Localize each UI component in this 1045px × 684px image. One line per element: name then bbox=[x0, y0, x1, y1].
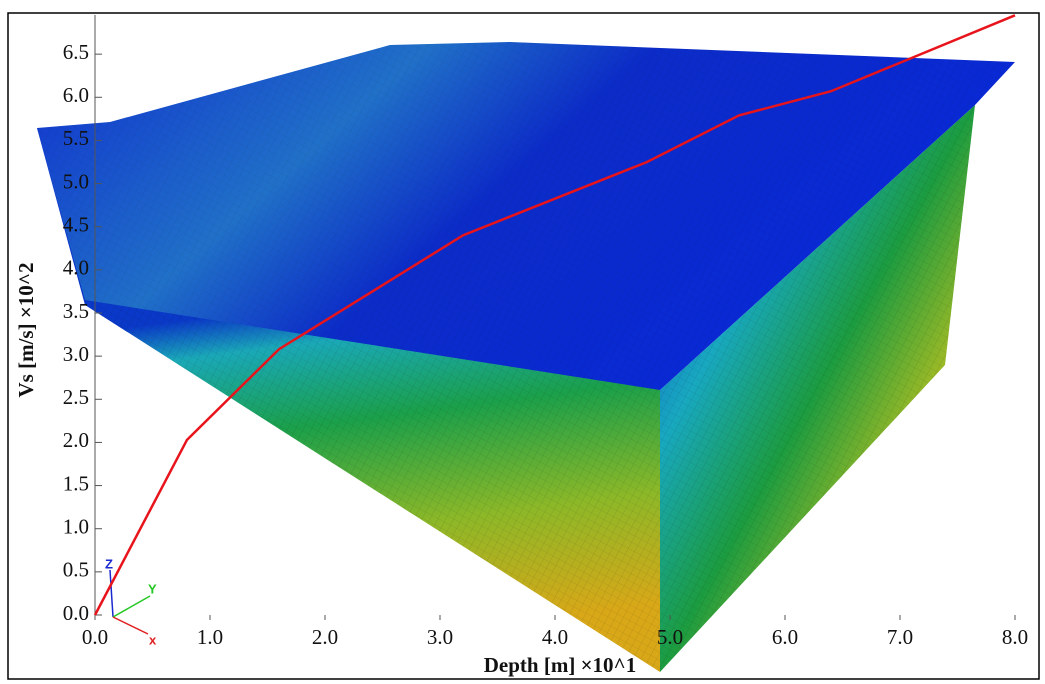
x-tick-label: 5.0 bbox=[657, 625, 683, 649]
x-axis-title: Depth [m] ×10^1 bbox=[484, 653, 637, 677]
mesh-right-lines bbox=[660, 105, 975, 672]
y-tick-label: 3.5 bbox=[63, 299, 89, 323]
triad-x-label: x bbox=[149, 632, 157, 647]
x-tick-label: 0.0 bbox=[82, 625, 108, 649]
y-tick-label: 2.0 bbox=[63, 428, 89, 452]
triad-z bbox=[109, 569, 114, 618]
x-tick-label: 2.0 bbox=[312, 625, 338, 649]
y-tick-label: 6.5 bbox=[63, 40, 89, 64]
y-tick-label: 5.0 bbox=[63, 169, 89, 193]
y-tick-label: 1.0 bbox=[63, 515, 89, 539]
triad-y-label: Y bbox=[148, 581, 157, 596]
y-tick-label: 0.0 bbox=[63, 601, 89, 625]
triad-x bbox=[112, 616, 149, 635]
x-tick-label: 8.0 bbox=[1002, 625, 1028, 649]
vs-profile-line bbox=[93, 14, 1016, 616]
x-tick-label: 4.0 bbox=[542, 625, 568, 649]
y-tick-label: 0.5 bbox=[63, 558, 89, 582]
x-tick-label: 1.0 bbox=[197, 625, 223, 649]
y-tick-label: 2.5 bbox=[63, 385, 89, 409]
triad-z-label: Z bbox=[105, 556, 113, 571]
mesh-volume bbox=[37, 42, 1015, 672]
triad-y bbox=[112, 595, 151, 618]
y-tick-label: 6.0 bbox=[63, 83, 89, 107]
y-tick-label: 5.5 bbox=[63, 126, 89, 150]
y-tick-label: 4.0 bbox=[63, 256, 89, 280]
y-tick-label: 3.0 bbox=[63, 342, 89, 366]
y-axis-title: Vs [m/s] ×10^2 bbox=[14, 263, 38, 398]
y-tick-label: 1.5 bbox=[63, 471, 89, 495]
x-tick-label: 6.0 bbox=[772, 625, 798, 649]
y-tick-label: 4.5 bbox=[63, 213, 89, 237]
x-tick-label: 7.0 bbox=[887, 625, 913, 649]
axis-triad: Z Y x bbox=[105, 556, 157, 647]
mesh-top-lines bbox=[37, 42, 1015, 390]
x-tick-label: 3.0 bbox=[427, 625, 453, 649]
frame bbox=[7, 12, 1040, 680]
